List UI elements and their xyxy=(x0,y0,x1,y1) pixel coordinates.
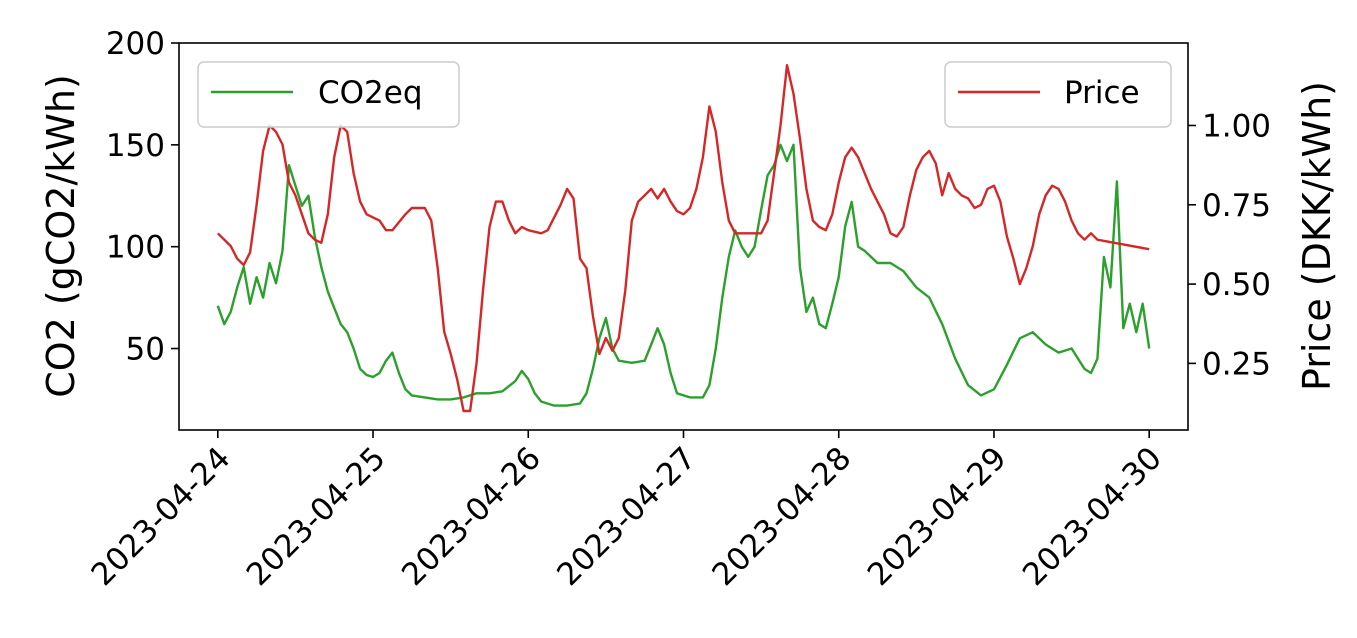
y-left-tick-label: 100 xyxy=(106,230,165,266)
y-right-tick-label: 1.00 xyxy=(1202,108,1271,144)
y-left-axis-title: CO2 (gCO2/kWh) xyxy=(39,74,83,398)
y-left-tick-label: 150 xyxy=(106,128,165,164)
legend-co2-label: CO2eq xyxy=(318,75,423,111)
y-right-tick-label: 0.75 xyxy=(1202,188,1271,224)
series-line-co2eq xyxy=(216,143,1151,407)
legend-co2: CO2eq xyxy=(197,61,460,128)
legend-price: Price xyxy=(944,61,1172,128)
series-layer xyxy=(216,64,1151,413)
y-right-tick-label: 0.50 xyxy=(1202,267,1271,303)
y-right-tick-label: 0.25 xyxy=(1202,346,1271,382)
y-right-axis-title: Price (DKK/kWh) xyxy=(1295,81,1339,391)
y-left-tick-label: 50 xyxy=(126,332,165,368)
legend-co2-box xyxy=(197,61,460,128)
y-left-tick-label: 200 xyxy=(106,26,165,62)
legend-price-box xyxy=(944,61,1172,128)
series-line-price xyxy=(216,64,1150,413)
legend-price-label: Price xyxy=(1064,75,1140,111)
